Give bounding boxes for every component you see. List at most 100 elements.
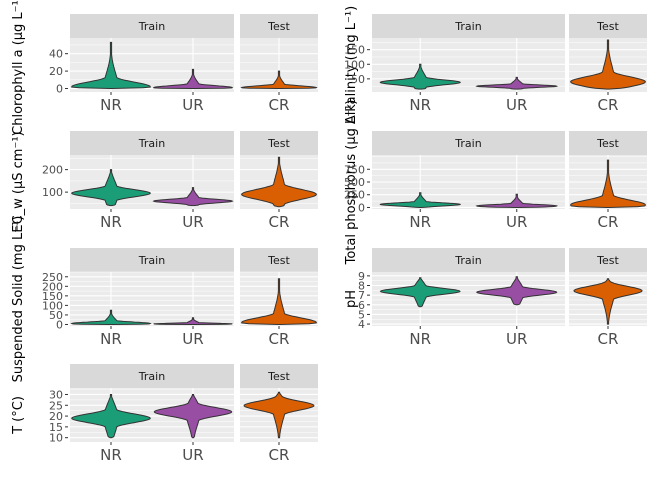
violin-nr [71,169,151,207]
y-tick-label: 750 [344,163,365,176]
facet-strip [240,248,318,272]
facet-strip-label: Test [267,370,290,383]
y-tick-label: 150 [344,44,365,57]
y-tick-label: 0 [358,201,365,214]
facet-test: Test CR [569,248,647,348]
x-category-label: UR [182,213,203,231]
facet-strip-label: Test [267,137,290,150]
y-tick-label: 40 [49,48,63,61]
facet-strip [70,131,234,155]
x-category-label: CR [598,330,619,348]
facet-strip [240,14,318,38]
x-category-label: CR [269,446,290,464]
violin-ur [152,68,234,89]
y-axis-label: Suspended Solid (mg L⁻¹) [11,216,26,383]
facet-strip [240,364,318,388]
facet-strip-label: Test [596,20,619,33]
facet-train: Train NR UR [372,14,565,114]
x-category-label: UR [182,330,203,348]
facet-test: Test CR [240,248,318,348]
x-category-label: UR [506,330,527,348]
x-category-label: CR [598,213,619,231]
facet-strip [569,131,647,155]
y-tick-label: 100 [344,58,365,71]
y-tick-label: 50 [351,73,365,86]
violin-ur [153,394,233,439]
facet-train: Train NR UR [70,131,234,231]
y-tick-label: 10 [49,432,63,445]
y-axis-label: Chlorophyll a (μg L⁻¹) [11,0,26,135]
facet-strip-label: Train [454,137,481,150]
y-tick-label: 100 [42,299,63,312]
y-tick-label: 250 [42,271,63,284]
facet-test: Test CR [240,131,318,231]
x-category-label: UR [506,213,527,231]
facet-test: Test CR [569,14,647,114]
x-category-label: NR [100,446,122,464]
facet-strip [240,131,318,155]
violin-cr [573,278,643,325]
y-tick-label: 4 [358,318,365,331]
y-axis-label: Total phosphorus (μg L⁻¹) [344,100,359,266]
y-tick-label: 7 [358,289,365,302]
chart-0-chlorophyll-a-g-l: Chlorophyll a (μg L⁻¹) 0 20 40 Train NR UR Test… [11,0,318,135]
y-tick-label: 30 [49,388,63,401]
facet-strip [569,14,647,38]
y-tick-label: 9 [358,270,365,283]
panel-background [70,272,234,326]
x-category-label: NR [409,213,431,231]
facet-strip-label: Test [267,20,290,33]
violin-nr [379,63,461,90]
violin-nr [379,277,461,308]
y-tick-label: 8 [358,280,365,293]
y-axis-label: T (°C) [11,396,26,435]
violin-ur [475,76,559,90]
facet-strip [70,248,234,272]
x-category-label: CR [269,96,290,114]
y-tick-label: 200 [42,280,63,293]
y-tick-label: 6 [358,299,365,312]
facet-strip-label: Train [454,20,481,33]
violin-ur [152,187,234,207]
x-category-label: UR [182,446,203,464]
x-category-label: CR [269,213,290,231]
violin-cr [240,70,318,89]
facet-strip [70,14,234,38]
facet-strip-label: Train [138,370,165,383]
violin-nr [379,192,461,208]
y-tick-label: 15 [49,421,63,434]
x-category-label: UR [182,96,203,114]
y-tick-label: 500 [344,176,365,189]
facet-strip-label: Test [596,254,619,267]
facet-strip-label: Train [138,20,165,33]
x-category-label: NR [100,330,122,348]
x-category-label: NR [100,213,122,231]
violin-ur [153,317,233,325]
x-category-label: NR [409,330,431,348]
y-tick-label: 50 [49,309,63,322]
facet-train: Train NR UR [70,248,234,348]
y-tick-label: 250 [344,189,365,202]
y-tick-label: 5 [358,308,365,321]
y-tick-label: 20 [49,410,63,423]
facet-strip [372,248,565,272]
y-tick-label: 25 [49,399,63,412]
facet-strip-label: Train [138,137,165,150]
facet-strip-label: Test [596,137,619,150]
facet-strip-label: Train [454,254,481,267]
violin-ur [475,193,559,208]
y-axis-label: pH [344,290,359,308]
facet-train: Train NR UR [372,248,565,348]
facet-test: Test CR [240,14,318,114]
x-category-label: CR [598,96,619,114]
violin-cr [570,159,646,208]
violin-cr [570,39,646,90]
y-tick-label: 20 [49,65,63,78]
x-category-label: CR [269,330,290,348]
facet-strip [70,364,234,388]
